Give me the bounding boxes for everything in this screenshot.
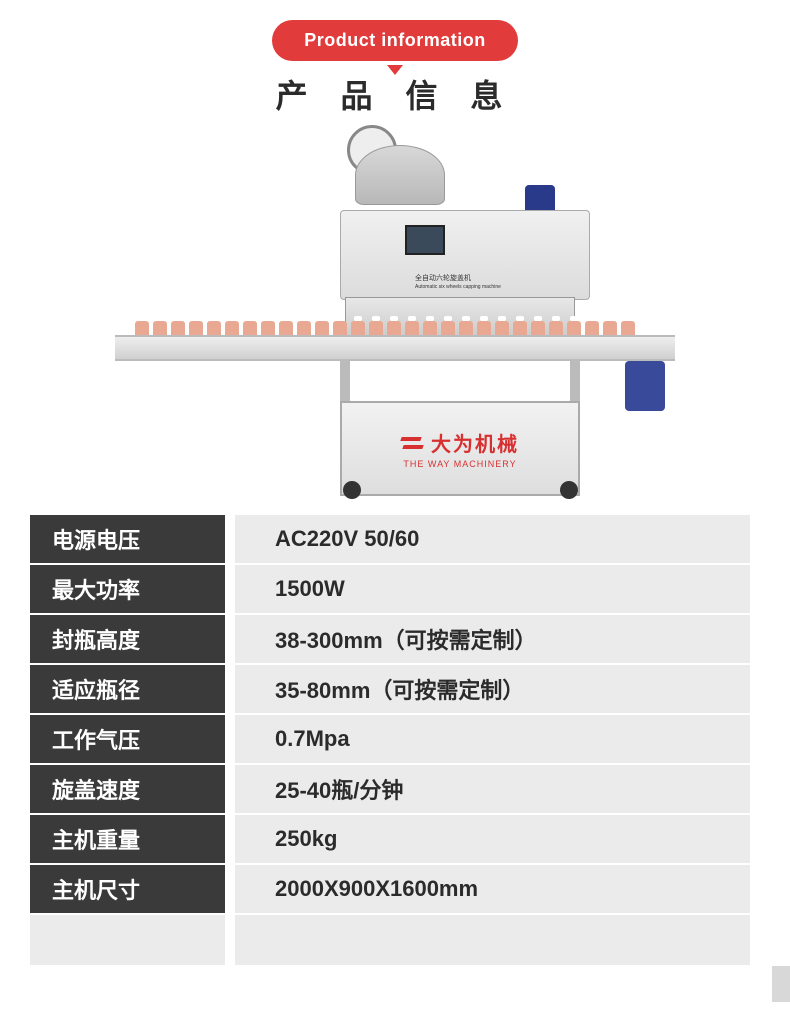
- header: Product information 产 品 信 息: [0, 0, 790, 117]
- spec-label: [30, 915, 225, 965]
- spec-label: 封瓶高度: [30, 615, 225, 665]
- spec-value: 250kg: [235, 815, 750, 865]
- spec-value: 0.7Mpa: [235, 715, 750, 765]
- logo-cn: 大为机械: [431, 428, 519, 457]
- spec-row: 旋盖速度25-40瓶/分钟: [30, 765, 750, 815]
- spec-label: 主机重量: [30, 815, 225, 865]
- spec-value: [235, 915, 750, 965]
- spec-label: 最大功率: [30, 565, 225, 615]
- spec-value: 38-300mm（可按需定制）: [235, 615, 750, 665]
- hopper: [355, 145, 445, 205]
- caster-wheel: [343, 481, 361, 499]
- spec-table: 电源电压AC220V 50/60最大功率1500W封瓶高度38-300mm（可按…: [30, 515, 750, 965]
- logo-icon: [401, 431, 425, 455]
- caster-wheel: [560, 481, 578, 499]
- machine-label: 全自动六轮旋盖机 Automatic six wheels capping ma…: [415, 273, 501, 290]
- spec-value: 35-80mm（可按需定制）: [235, 665, 750, 715]
- spec-row: 封瓶高度38-300mm（可按需定制）: [30, 615, 750, 665]
- spec-label: 电源电压: [30, 515, 225, 565]
- spec-row: 工作气压0.7Mpa: [30, 715, 750, 765]
- machine-illustration: 全自动六轮旋盖机 Automatic six wheels capping ma…: [115, 125, 675, 505]
- side-motor: [625, 361, 665, 411]
- spec-row: 电源电压AC220V 50/60: [30, 515, 750, 565]
- frame-legs: [340, 361, 580, 401]
- scroll-to-top-button[interactable]: [772, 966, 790, 1002]
- machine-base: 大为机械 THE WAY MACHINERY: [340, 401, 580, 496]
- spec-value: 25-40瓶/分钟: [235, 765, 750, 815]
- spec-label: 主机尺寸: [30, 865, 225, 915]
- badge-en: Product information: [272, 20, 518, 61]
- spec-value: AC220V 50/60: [235, 515, 750, 565]
- spec-label: 工作气压: [30, 715, 225, 765]
- spec-row: 最大功率1500W: [30, 565, 750, 615]
- spec-label: 旋盖速度: [30, 765, 225, 815]
- spec-row: 主机尺寸2000X900X1600mm: [30, 865, 750, 915]
- conveyor-belt: [115, 335, 675, 361]
- spec-row: [30, 915, 750, 965]
- logo-en: THE WAY MACHINERY: [403, 459, 516, 469]
- spec-row: 适应瓶径35-80mm（可按需定制）: [30, 665, 750, 715]
- product-image: 全自动六轮旋盖机 Automatic six wheels capping ma…: [115, 125, 675, 505]
- spec-value: 2000X900X1600mm: [235, 865, 750, 915]
- spec-value: 1500W: [235, 565, 750, 615]
- spec-row: 主机重量250kg: [30, 815, 750, 865]
- title-cn: 产 品 信 息: [276, 71, 515, 117]
- touchscreen: [405, 225, 445, 255]
- spec-label: 适应瓶径: [30, 665, 225, 715]
